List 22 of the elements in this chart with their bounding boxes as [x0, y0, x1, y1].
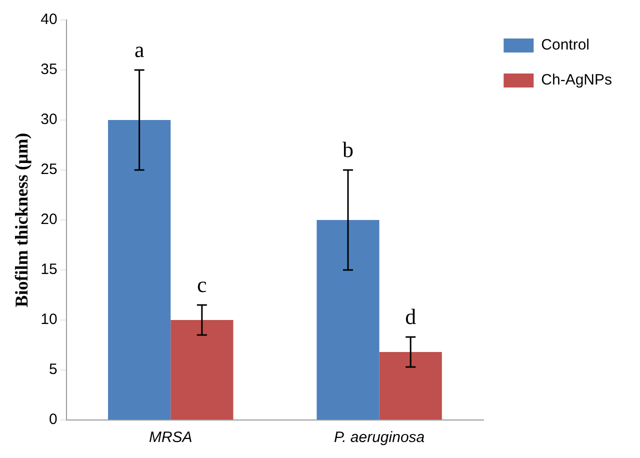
- y-tick-label: 15: [40, 261, 58, 278]
- annotation: c: [197, 272, 208, 297]
- x-tick-label: MRSA: [148, 429, 192, 446]
- y-tick-label: 30: [40, 111, 58, 128]
- bar: [379, 352, 442, 420]
- x-tick-label: P. aeruginosa: [334, 429, 425, 446]
- y-tick-label: 5: [48, 361, 58, 378]
- y-tick-label: 35: [40, 61, 58, 78]
- y-tick-label: 25: [40, 161, 58, 178]
- annotation: a: [134, 36, 144, 62]
- annotation: b: [342, 136, 354, 162]
- annotation: d: [405, 304, 416, 329]
- bar: [108, 120, 171, 420]
- y-tick-label: 10: [40, 311, 58, 328]
- legend-label: Ch-AgNPs: [541, 72, 612, 89]
- legend-label: Control: [541, 36, 590, 54]
- y-axis-title: Biofilm thickness (µm): [11, 132, 32, 308]
- y-tick-label: 0: [48, 411, 58, 428]
- bar: [316, 220, 380, 420]
- bar: [170, 320, 234, 420]
- y-tick-label: 40: [40, 11, 58, 28]
- y-tick-label: 20: [40, 211, 58, 228]
